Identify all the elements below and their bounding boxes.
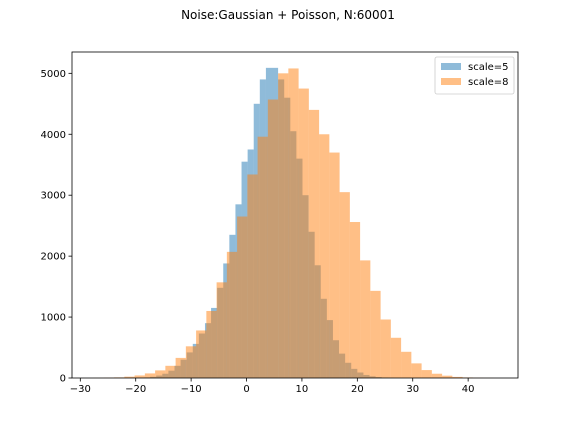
series-1-bars [93, 68, 494, 379]
y-tick-label: 1000 [41, 313, 66, 324]
histogram-bar [411, 363, 422, 378]
histogram-bar [124, 376, 135, 378]
histogram-bar [442, 375, 453, 378]
histogram-bar [360, 260, 371, 378]
y-tick-label: 0 [60, 374, 66, 385]
histogram-bar [226, 251, 238, 378]
histogram-bar [308, 109, 320, 378]
plot-frame [71, 51, 519, 379]
legend-label: scale=8 [468, 77, 509, 88]
histogram-bar [185, 346, 197, 378]
x-tick-label: 10 [296, 384, 309, 395]
legend-swatch [441, 78, 461, 85]
histogram-bar [134, 375, 145, 378]
histogram-bar [278, 73, 289, 379]
bars-layer [93, 67, 494, 379]
histogram-bar [144, 373, 156, 378]
histogram-bar [288, 68, 299, 379]
x-tick-label: −10 [181, 384, 202, 395]
y-tick-label: 3000 [41, 191, 66, 202]
histogram-bar [339, 192, 350, 378]
chart-title: Noise:Gaussian + Poisson, N:60001 [181, 8, 395, 22]
histogram-bar [319, 134, 330, 378]
histogram-bar [380, 319, 391, 378]
histogram-bar [237, 216, 248, 378]
legend-swatch [441, 63, 461, 70]
x-tick-label: 0 [243, 384, 249, 395]
histogram-bar [247, 174, 258, 378]
histogram-bar [390, 337, 402, 378]
histogram-bar [165, 365, 176, 378]
histogram-bar [155, 370, 166, 378]
x-tick-label: 30 [406, 384, 419, 395]
histogram-bar [196, 330, 207, 378]
histogram-bar [431, 373, 443, 378]
histogram-bar [452, 376, 463, 378]
histogram-bar [298, 88, 309, 379]
x-axis: −30 −20 −10 0 10 20 30 40 [70, 378, 475, 395]
legend: scale=5 scale=8 [434, 56, 515, 95]
y-tick-label: 5000 [41, 69, 66, 80]
histogram-bar [216, 282, 227, 378]
x-tick-label: −30 [70, 384, 91, 395]
legend-label: scale=5 [468, 62, 509, 73]
y-tick-label: 2000 [41, 252, 66, 263]
histogram-bar [257, 136, 268, 378]
histogram-bar [401, 351, 412, 378]
histogram-bar [267, 99, 279, 379]
histogram-bar [206, 310, 217, 378]
histogram-bar [421, 370, 432, 378]
y-axis: 0 1000 2000 3000 4000 5000 [41, 69, 72, 385]
histogram-bar [349, 222, 361, 378]
x-tick-label: 40 [462, 384, 475, 395]
y-tick-label: 4000 [41, 130, 66, 141]
x-tick-label: 20 [351, 384, 364, 395]
x-tick-label: −20 [125, 384, 146, 395]
histogram-bar [175, 357, 186, 378]
histogram-bar [370, 290, 381, 378]
histogram-bar [329, 152, 340, 378]
